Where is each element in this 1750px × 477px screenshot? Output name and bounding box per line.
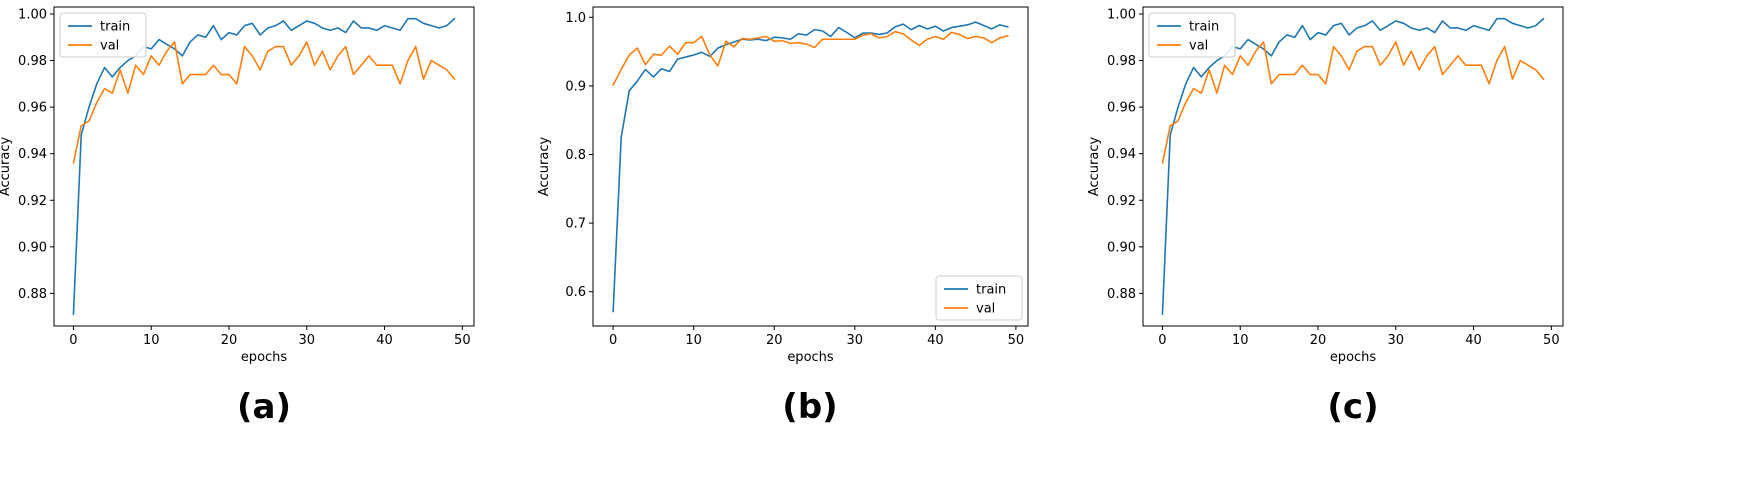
x-tick-label: 30 bbox=[299, 333, 316, 348]
series-line-train bbox=[1161, 17, 1545, 316]
legend-entry-train: train bbox=[1189, 20, 1219, 35]
y-axis-label: Accuracy bbox=[1087, 137, 1102, 197]
legend-box bbox=[1148, 12, 1236, 58]
legend-entry-val: val bbox=[976, 302, 995, 317]
x-tick-label: 0 bbox=[1158, 333, 1166, 348]
x-axis-label: epochs bbox=[241, 350, 288, 365]
legend: train val bbox=[1148, 12, 1236, 58]
y-tick-label: 0.90 bbox=[18, 240, 47, 255]
y-tick-label: 0.96 bbox=[1107, 101, 1136, 116]
legend-entry-train: train bbox=[100, 20, 130, 35]
y-axis-label: Accuracy bbox=[0, 137, 13, 197]
x-tick-label: 10 bbox=[143, 333, 160, 348]
x-tick-label: 30 bbox=[847, 333, 864, 348]
series-line-val bbox=[72, 41, 456, 164]
legend-box bbox=[59, 12, 147, 58]
x-tick-label: 40 bbox=[927, 333, 944, 348]
x-tick-label: 50 bbox=[1543, 333, 1560, 348]
panel-label: (a) bbox=[237, 387, 291, 427]
y-tick-label: 0.92 bbox=[1107, 194, 1136, 209]
x-tick-label: 50 bbox=[454, 333, 471, 348]
chart-panel-1: 0 10 20 30 40 50 0.88 0.90 0.92 0.94 0.96 0.98 1.00 e… bbox=[0, 6, 475, 427]
y-axis-label: Accuracy bbox=[537, 137, 552, 197]
x-tick-label: 20 bbox=[766, 333, 783, 348]
x-axis-label: epochs bbox=[787, 350, 834, 365]
y-tick-label: 0.88 bbox=[1107, 287, 1136, 302]
x-tick-label: 0 bbox=[609, 333, 617, 348]
series-line-train bbox=[72, 17, 456, 316]
x-tick-label: 10 bbox=[685, 333, 702, 348]
panel-label: (b) bbox=[782, 387, 837, 427]
plot-frame bbox=[1142, 6, 1564, 327]
legend: train val bbox=[59, 12, 147, 58]
y-tick-label: 0.8 bbox=[565, 148, 586, 163]
y-tick-label: 0.88 bbox=[18, 287, 47, 302]
y-tick-label: 0.90 bbox=[1107, 240, 1136, 255]
y-tick-label: 0.98 bbox=[1107, 54, 1136, 69]
y-tick-label: 0.98 bbox=[18, 54, 47, 69]
legend-box bbox=[935, 275, 1023, 321]
x-tick-label: 10 bbox=[1232, 333, 1249, 348]
x-axis-label: epochs bbox=[1330, 350, 1377, 365]
y-tick-label: 0.94 bbox=[18, 147, 47, 162]
series-line-train bbox=[612, 21, 1009, 313]
legend-entry-train: train bbox=[976, 283, 1006, 298]
x-tick-label: 50 bbox=[1008, 333, 1025, 348]
y-tick-label: 0.94 bbox=[1107, 147, 1136, 162]
y-tick-label: 0.92 bbox=[18, 194, 47, 209]
plot-frame bbox=[592, 6, 1029, 327]
y-tick-label: 1.00 bbox=[1107, 7, 1136, 22]
y-tick-label: 0.96 bbox=[18, 101, 47, 116]
series-line-val bbox=[1161, 41, 1545, 164]
x-tick-label: 40 bbox=[376, 333, 393, 348]
series-line-val bbox=[612, 30, 1009, 87]
y-tick-label: 1.00 bbox=[18, 7, 47, 22]
x-tick-label: 40 bbox=[1465, 333, 1482, 348]
legend-entry-val: val bbox=[1189, 39, 1208, 54]
chart-panel-2: 0 10 20 30 40 50 0.6 0.7 0.8 0.9 1.0 epochs Accuracy… bbox=[537, 6, 1029, 427]
x-tick-label: 0 bbox=[69, 333, 77, 348]
x-tick-label: 20 bbox=[221, 333, 238, 348]
panel-label: (c) bbox=[1327, 387, 1378, 427]
y-tick-label: 0.7 bbox=[565, 217, 586, 232]
x-tick-label: 20 bbox=[1310, 333, 1327, 348]
y-tick-label: 0.9 bbox=[565, 79, 586, 94]
x-tick-label: 30 bbox=[1388, 333, 1405, 348]
legend-entry-val: val bbox=[100, 39, 119, 54]
legend: train val bbox=[935, 275, 1023, 321]
chart-panel-3: 0 10 20 30 40 50 0.88 0.90 0.92 0.94 0.96 0.98 1.00 e… bbox=[1087, 6, 1564, 427]
y-tick-label: 1.0 bbox=[565, 11, 586, 26]
y-tick-label: 0.6 bbox=[565, 285, 586, 300]
plot-frame bbox=[53, 6, 475, 327]
